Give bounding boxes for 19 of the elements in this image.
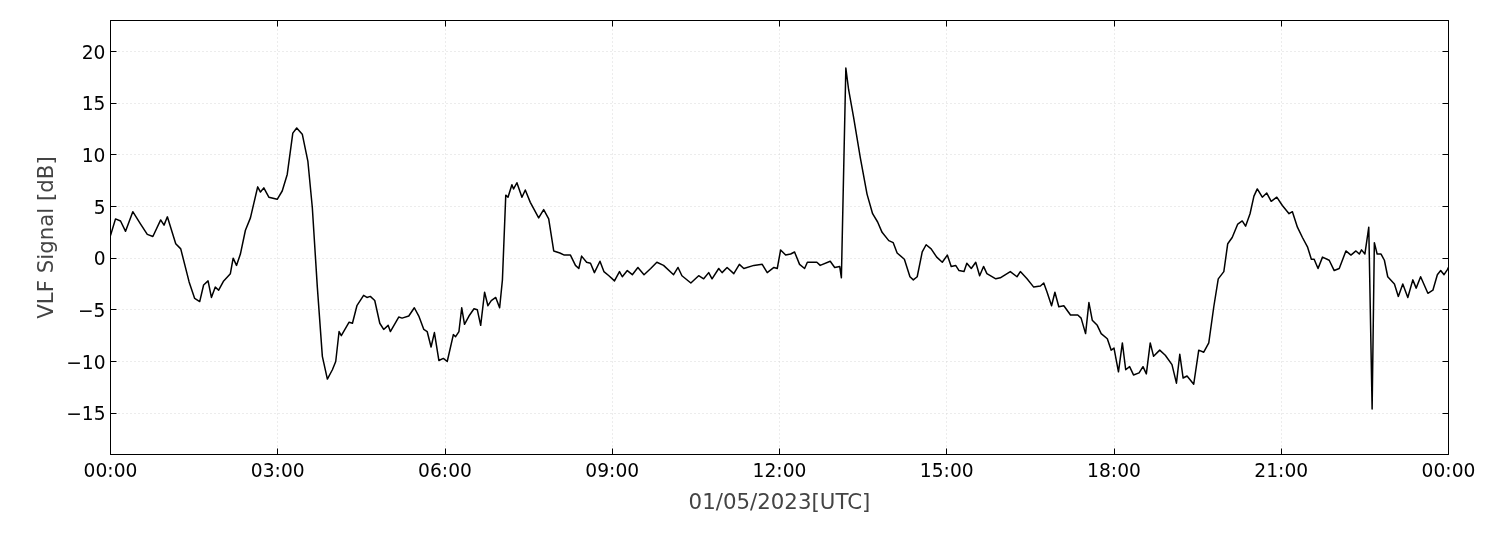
y-tick-label: 5	[93, 196, 106, 218]
y-tick-label: 15	[81, 93, 106, 115]
x-tick-label: 21:00	[1254, 459, 1309, 481]
x-tick-label: 18:00	[1087, 459, 1141, 481]
x-tick-label: 03:00	[250, 459, 305, 481]
x-tick-label: 06:00	[418, 459, 472, 481]
y-tick-label: −10	[66, 351, 106, 373]
x-axis-title: 01/05/2023[UTC]	[688, 488, 871, 514]
y-tick-label: 0	[93, 248, 106, 270]
y-tick-label: 20	[81, 41, 106, 63]
y-tick-label: −15	[66, 403, 106, 425]
x-tick-label: 15:00	[919, 459, 974, 481]
y-tick-label: −5	[78, 299, 106, 321]
x-tick-label: 00:00	[83, 459, 138, 481]
y-tick-label: 10	[81, 144, 106, 166]
y-axis-title: VLF Signal [dB]	[33, 156, 59, 319]
x-tick-label: 09:00	[585, 459, 640, 481]
x-tick-label: 00:00	[1421, 459, 1476, 481]
x-tick-label: 12:00	[752, 459, 807, 481]
